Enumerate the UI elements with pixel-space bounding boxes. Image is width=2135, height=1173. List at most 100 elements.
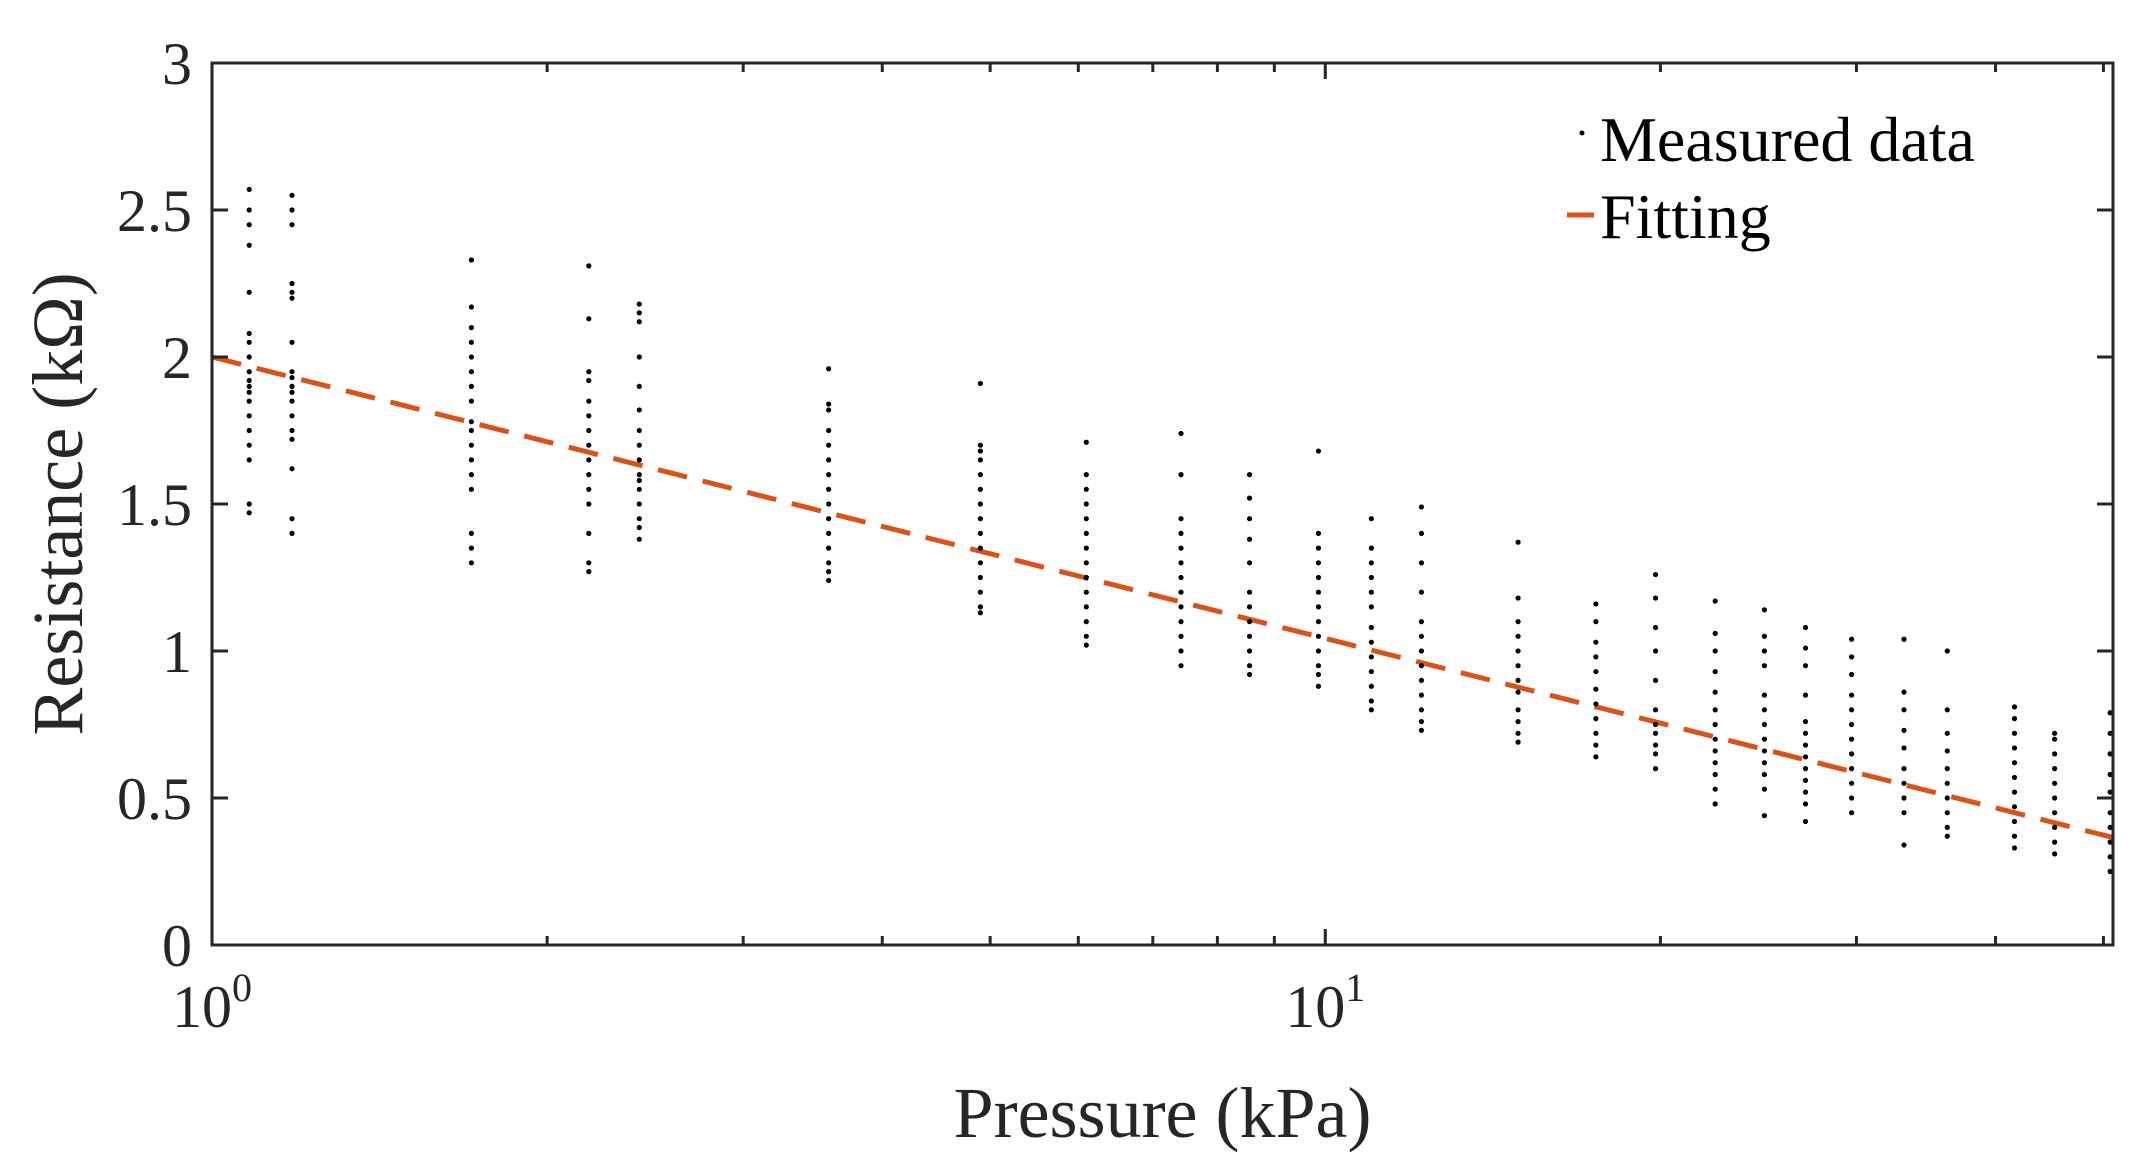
data-point bbox=[1246, 472, 1253, 478]
data-point bbox=[2052, 730, 2058, 736]
data-point bbox=[1802, 742, 1809, 748]
data-point bbox=[1712, 760, 1718, 766]
data-point bbox=[1315, 448, 1322, 454]
data-point bbox=[977, 610, 983, 616]
data-point bbox=[1315, 648, 1322, 654]
data-point bbox=[1515, 677, 1521, 684]
data-point bbox=[1901, 842, 1907, 848]
data-point bbox=[246, 330, 252, 337]
data-point bbox=[636, 486, 642, 492]
data-point bbox=[1901, 795, 1907, 801]
data-point bbox=[246, 377, 252, 384]
data-point bbox=[1802, 663, 1809, 669]
data-point bbox=[246, 510, 252, 516]
data-point bbox=[1315, 671, 1322, 678]
data-point bbox=[1848, 751, 1855, 757]
data-point bbox=[826, 501, 832, 507]
data-point bbox=[977, 530, 983, 537]
y-tick-label: 2 bbox=[162, 325, 192, 391]
data-point bbox=[977, 442, 983, 448]
data-point bbox=[289, 192, 295, 198]
data-point bbox=[468, 398, 474, 404]
data-point bbox=[1315, 530, 1322, 537]
data-point bbox=[468, 354, 474, 360]
data-point bbox=[1652, 571, 1659, 578]
data-point bbox=[826, 407, 832, 413]
data-point bbox=[977, 380, 983, 387]
data-point bbox=[1652, 766, 1659, 772]
data-point bbox=[1593, 668, 1599, 675]
data-point bbox=[1761, 692, 1768, 698]
data-point bbox=[977, 516, 983, 522]
data-point bbox=[1944, 833, 1950, 839]
data-point bbox=[1515, 663, 1521, 669]
data-point bbox=[289, 289, 295, 295]
data-point bbox=[289, 516, 295, 522]
data-point bbox=[1761, 633, 1768, 639]
data-point bbox=[1418, 560, 1425, 566]
data-point bbox=[1246, 671, 1253, 678]
data-point bbox=[246, 389, 252, 395]
data-point bbox=[1802, 766, 1809, 772]
data-point bbox=[246, 339, 252, 345]
data-point bbox=[1368, 589, 1374, 595]
data-point bbox=[2107, 710, 2113, 716]
legend: Measured data Fitting bbox=[1567, 104, 1975, 252]
data-point bbox=[1944, 780, 1950, 786]
data-point bbox=[1712, 707, 1718, 713]
data-point bbox=[289, 369, 295, 375]
data-point bbox=[1083, 545, 1089, 551]
data-point bbox=[586, 316, 592, 322]
data-point bbox=[1593, 701, 1599, 707]
data-point bbox=[1246, 604, 1253, 610]
data-point bbox=[1315, 633, 1322, 639]
data-point bbox=[1593, 716, 1599, 722]
y-tick-label: 3 bbox=[162, 31, 192, 97]
data-point bbox=[636, 477, 642, 484]
measured-data-series bbox=[246, 186, 2113, 875]
data-point bbox=[2107, 751, 2113, 757]
data-point bbox=[1418, 530, 1425, 537]
data-point bbox=[1083, 604, 1089, 610]
data-point bbox=[2107, 824, 2113, 831]
data-point bbox=[1802, 645, 1809, 651]
data-point bbox=[468, 325, 474, 331]
data-point bbox=[468, 560, 474, 566]
data-point bbox=[826, 472, 832, 478]
data-point bbox=[1848, 766, 1855, 772]
data-point bbox=[826, 560, 832, 566]
data-point bbox=[586, 472, 592, 478]
data-point bbox=[1368, 639, 1374, 645]
data-point bbox=[1083, 589, 1089, 595]
data-point bbox=[826, 486, 832, 492]
data-point bbox=[1515, 730, 1521, 736]
data-point bbox=[1712, 721, 1718, 728]
data-point bbox=[289, 413, 295, 419]
data-point bbox=[1418, 633, 1425, 639]
legend-label-measured: Measured data bbox=[1600, 104, 1975, 175]
data-point bbox=[977, 545, 983, 551]
data-point bbox=[1593, 654, 1599, 660]
y-tick-label: 1 bbox=[162, 619, 192, 685]
data-point bbox=[468, 304, 474, 310]
data-point bbox=[2107, 854, 2113, 860]
data-point bbox=[2052, 839, 2058, 845]
data-point bbox=[586, 427, 592, 434]
data-point bbox=[1761, 813, 1768, 819]
data-point bbox=[977, 604, 983, 610]
data-point bbox=[2011, 704, 2018, 710]
data-point bbox=[1418, 589, 1425, 595]
data-point bbox=[1418, 648, 1425, 654]
data-point bbox=[2011, 730, 2018, 736]
data-point bbox=[1368, 516, 1374, 522]
data-point bbox=[2107, 839, 2113, 845]
data-point bbox=[636, 536, 642, 542]
data-point bbox=[1418, 692, 1425, 698]
data-point bbox=[2011, 774, 2018, 781]
data-point bbox=[636, 516, 642, 522]
data-point bbox=[1593, 754, 1599, 760]
data-point bbox=[1315, 574, 1322, 581]
data-point bbox=[586, 377, 592, 384]
data-point bbox=[2052, 824, 2058, 831]
data-point bbox=[1802, 730, 1809, 736]
